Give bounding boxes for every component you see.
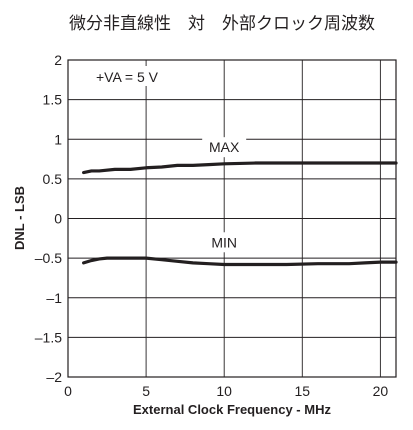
x-tick-label: 15 bbox=[294, 383, 310, 399]
y-tick-label: –1.5 bbox=[35, 329, 62, 345]
y-tick-label: –2 bbox=[46, 369, 62, 385]
annotation-text: +VA = 5 V bbox=[96, 69, 159, 85]
series-lines bbox=[82, 161, 398, 267]
series-label-max: MAX bbox=[209, 139, 240, 155]
y-tick-label: 1.5 bbox=[43, 92, 63, 108]
x-tick-label: 20 bbox=[373, 383, 389, 399]
x-tick-label: 5 bbox=[142, 383, 150, 399]
y-tick-label: 0 bbox=[54, 211, 62, 227]
x-tick-label: 10 bbox=[216, 383, 232, 399]
series-label-background bbox=[202, 232, 247, 253]
y-tick-label: –0.5 bbox=[35, 250, 62, 266]
series-label-min: MIN bbox=[211, 234, 237, 250]
grid-lines bbox=[68, 60, 396, 377]
y-tick-label: 2 bbox=[54, 52, 62, 68]
plot-frame bbox=[67, 59, 397, 378]
series-line-min bbox=[82, 256, 398, 267]
series-labels: MAX MIN bbox=[202, 137, 247, 253]
y-tick-label: 0.5 bbox=[43, 171, 63, 187]
x-axis-title: External Clock Frequency - MHz bbox=[133, 402, 331, 417]
series-line-max bbox=[82, 161, 398, 175]
y-tick-label: 1 bbox=[54, 131, 62, 147]
y-tick-label: –1 bbox=[46, 290, 62, 306]
series-label-background bbox=[202, 137, 247, 158]
annotation-background bbox=[90, 66, 180, 86]
chart-title: 微分非直線性 対 外部クロック周波数 bbox=[69, 14, 375, 34]
x-tick-label: 0 bbox=[64, 383, 72, 399]
x-tick-labels: 0 5 10 15 20 bbox=[64, 383, 388, 399]
annotation-group: +VA = 5 V bbox=[90, 66, 180, 86]
y-tick-labels: 2 1.5 1 0.5 0 –0.5 –1 –1.5 –2 bbox=[35, 52, 62, 385]
y-axis-title: DNL - LSB bbox=[12, 186, 27, 250]
